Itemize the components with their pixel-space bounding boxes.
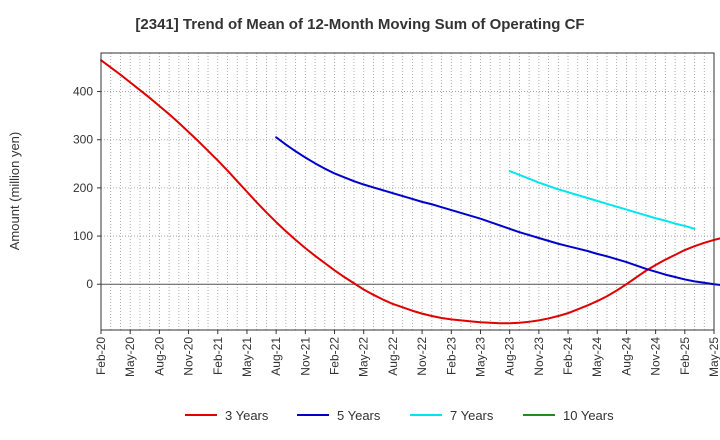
legend-label-10-years: 10 Years	[563, 408, 614, 423]
x-tick-label: Feb-25	[678, 337, 692, 375]
legend-label-7-years: 7 Years	[450, 408, 494, 423]
y-tick-label: 200	[73, 181, 93, 195]
x-tick-label: Nov-22	[415, 337, 429, 376]
legend-label-5-years: 5 Years	[337, 408, 381, 423]
series-line-5-years	[275, 136, 720, 286]
x-tick-label: May-25	[707, 337, 720, 377]
x-tick-label: Feb-21	[211, 337, 225, 375]
y-axis-label: Amount (million yen)	[7, 132, 22, 251]
legend-label-3-years: 3 Years	[225, 408, 269, 423]
x-tick-label: Nov-24	[649, 337, 663, 376]
grid	[100, 53, 715, 330]
series-line-3-years	[100, 59, 720, 325]
x-tick-label: Feb-20	[94, 337, 108, 375]
x-tick-label: Aug-23	[503, 337, 517, 376]
x-tick-label: Aug-22	[386, 337, 400, 376]
x-tick-label: May-23	[473, 337, 487, 377]
y-axis-ticks: 0 100 200 300 400	[73, 85, 101, 291]
legend: 3 Years 5 Years 7 Years 10 Years	[185, 408, 614, 423]
plot-frame	[100, 52, 715, 331]
x-tick-label: May-20	[123, 337, 137, 377]
x-axis-ticks: Feb-20 May-20 Aug-20 Nov-20 Feb-21 May-21 Aug-…	[94, 330, 720, 377]
series-line-7-years	[508, 170, 696, 230]
x-tick-label: Feb-22	[328, 337, 342, 375]
y-tick-label: 0	[86, 277, 93, 291]
x-tick-label: Nov-20	[182, 337, 196, 376]
x-tick-label: Feb-23	[444, 337, 458, 375]
y-tick-label: 100	[73, 229, 93, 243]
y-tick-label: 300	[73, 133, 93, 147]
x-tick-label: Nov-23	[532, 337, 546, 376]
x-tick-label: May-21	[240, 337, 254, 377]
series-layer	[100, 59, 720, 325]
x-tick-label: Aug-21	[269, 337, 283, 376]
y-tick-label: 400	[73, 85, 93, 99]
x-tick-label: Aug-20	[152, 337, 166, 376]
chart-title: [2341] Trend of Mean of 12-Month Moving …	[135, 16, 584, 33]
x-tick-label: Feb-24	[561, 337, 575, 375]
x-tick-label: May-24	[590, 337, 604, 377]
x-tick-label: Aug-24	[619, 337, 633, 376]
x-tick-label: Nov-21	[298, 337, 312, 376]
x-tick-label: May-22	[357, 337, 371, 377]
